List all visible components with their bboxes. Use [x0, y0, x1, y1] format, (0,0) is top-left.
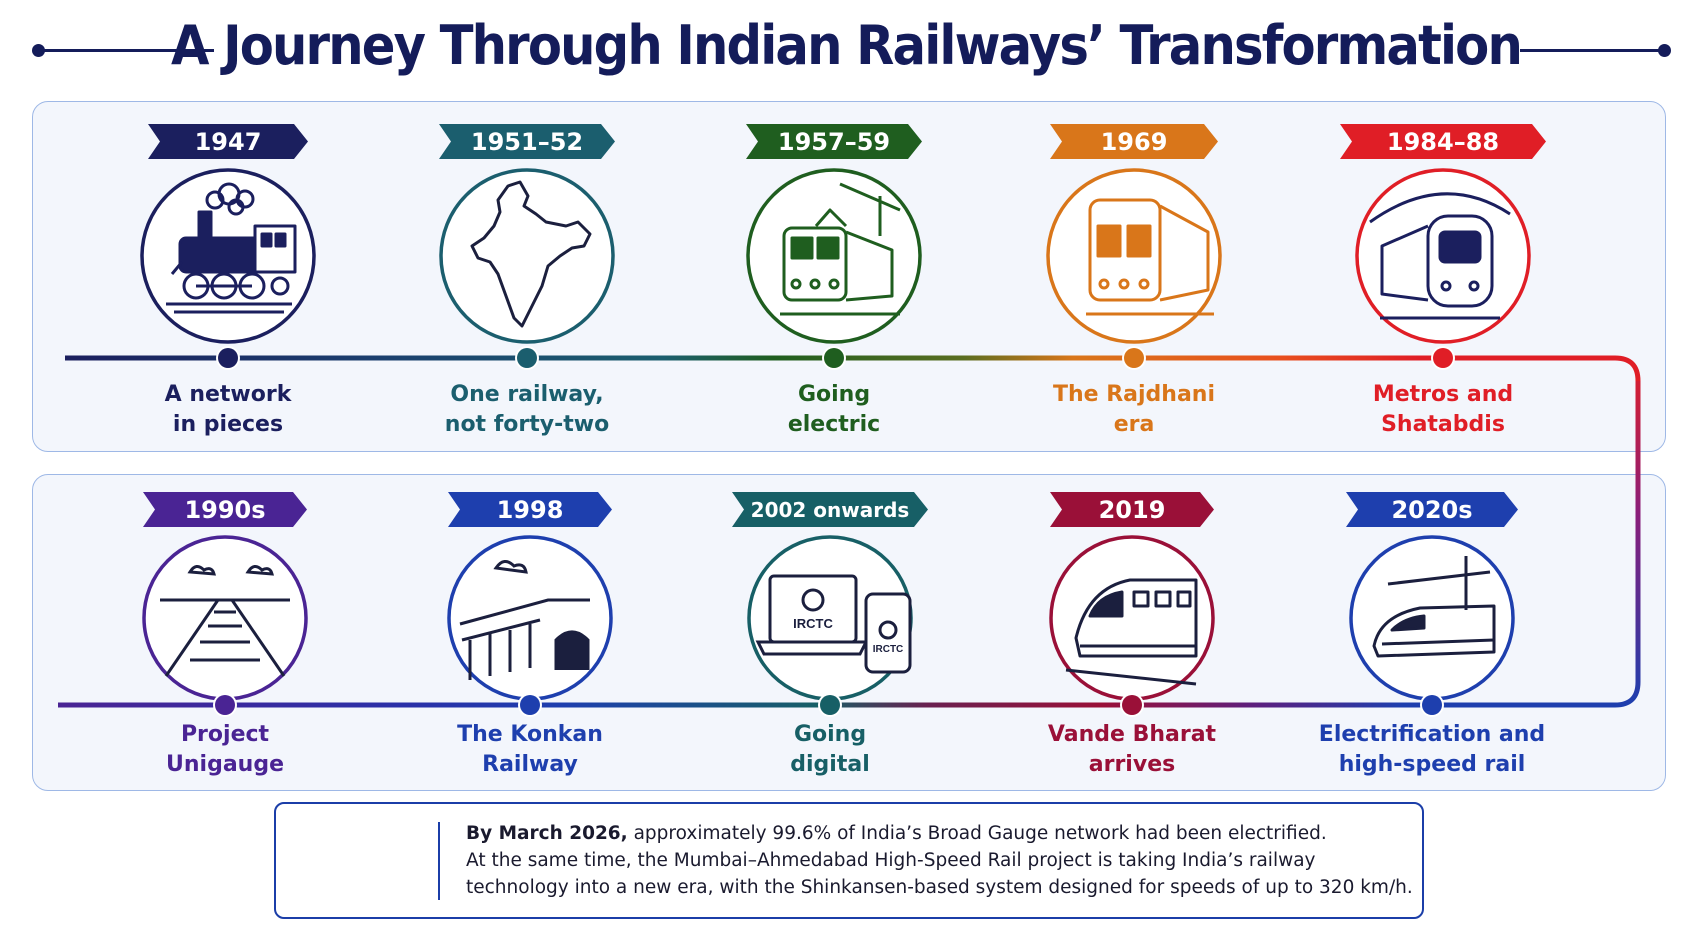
- milestone-1947-icon-circle: [140, 168, 316, 344]
- milestone-1951-52-icon-circle: [439, 168, 615, 344]
- year-badge-2002-onwards: 2002 onwards: [732, 492, 928, 527]
- timeline-dot-fill-1969: [1124, 348, 1144, 368]
- summary-note-line-1: By March 2026, approximately 99.6% of In…: [466, 820, 1416, 847]
- phone-irctc-logo: IRCTC: [873, 644, 904, 655]
- milestone-2020s-icon-circle: [1349, 535, 1515, 701]
- timeline-dot-fill-2020s: [1422, 695, 1442, 715]
- year-badge-1984-88: 1984–88: [1340, 124, 1546, 159]
- milestone-caption-1984-88: Metros and Shatabdis: [1303, 380, 1583, 440]
- bridge-tunnel-icon: [459, 560, 590, 680]
- milestone-caption-line-1: Metros and: [1372, 382, 1514, 407]
- milestone-caption-1947: A network in pieces: [88, 380, 368, 440]
- milestone-caption-1957-59: Going electric: [694, 380, 974, 440]
- timeline-line-side: [1614, 381, 1641, 708]
- year-badge-2020s: 2020s: [1346, 492, 1518, 527]
- milestone-caption-line-1: The Konkan: [457, 722, 603, 747]
- electric-train-icon: [780, 182, 901, 316]
- milestone-caption-line-2: Shatabdis: [1381, 412, 1505, 437]
- summary-note-line-3: technology into a new era, with the Shin…: [466, 877, 1413, 898]
- milestone-caption-1990s: Project Unigauge: [85, 720, 365, 780]
- year-badge-1951-52: 1951–52: [439, 124, 615, 159]
- laptop-phone-icon: [755, 574, 912, 674]
- milestone-caption-line-2: Unigauge: [166, 752, 284, 777]
- timeline-dot-fill-1984-88: [1433, 348, 1453, 368]
- timeline-dot-fill-1957-59: [824, 348, 844, 368]
- railway-track-icon: [160, 565, 290, 677]
- milestone-1998-icon-circle: [447, 535, 613, 701]
- year-badge-2019: 2019: [1050, 492, 1214, 527]
- milestone-caption-1969: The Rajdhani era: [994, 380, 1274, 440]
- milestone-caption-line-1: Going: [797, 382, 871, 407]
- milestone-caption-2019: Vande Bharat arrives: [992, 720, 1272, 780]
- title-right-dot: [1658, 44, 1671, 57]
- timeline-dot-fill-1998: [520, 695, 540, 715]
- milestone-caption-line-1: Going: [793, 722, 867, 747]
- milestone-caption-line-1: One railway,: [450, 382, 604, 407]
- page-title: A Journey Through Indian Railways’ Trans…: [171, 14, 1523, 77]
- timeline-dot-fill-1951-52: [517, 348, 537, 368]
- milestone-caption-1998: The Konkan Railway: [390, 720, 670, 780]
- milestone-1990s-icon-circle: [142, 535, 308, 701]
- vande-bharat-train-icon: [1065, 578, 1198, 686]
- milestone-caption-line-2: arrives: [1088, 752, 1176, 777]
- milestone-caption-line-1: Vande Bharat: [1047, 722, 1217, 747]
- metro-train-icon: [1369, 192, 1511, 320]
- year-badge-1957-59: 1957–59: [746, 124, 922, 159]
- summary-note-line-2: At the same time, the Mumbai–Ahmedabad H…: [466, 850, 1316, 871]
- year-badge-1990s: 1990s: [143, 492, 307, 527]
- milestone-2002-icon-circle: IRCTC IRCTC: [747, 535, 913, 701]
- rajdhani-train-icon: [1086, 198, 1214, 316]
- milestone-caption-1951-52: One railway, not forty-two: [387, 380, 667, 440]
- timeline-line-top: [65, 355, 1641, 382]
- milestone-1969-icon-circle: [1046, 168, 1222, 344]
- milestone-1984-88-icon-circle: [1355, 168, 1531, 344]
- milestone-caption-line-1: Project: [180, 722, 270, 747]
- year-badge-1947: 1947: [148, 124, 308, 159]
- milestone-caption-line-2: Railway: [482, 752, 578, 777]
- timeline-dot-fill-2019: [1122, 695, 1142, 715]
- milestone-caption-line-2: high-speed rail: [1338, 752, 1526, 777]
- milestone-caption-line-1: A network: [164, 382, 292, 407]
- milestone-caption-line-2: not forty-two: [444, 412, 610, 437]
- timeline-dot-fill-1947: [218, 348, 238, 368]
- title-right-line: [1520, 49, 1664, 52]
- summary-note-box: [274, 802, 1424, 919]
- milestone-caption-line-1: The Rajdhani: [1052, 382, 1216, 407]
- milestone-caption-line-2: in pieces: [172, 412, 284, 437]
- milestone-caption-line-2: electric: [787, 412, 881, 437]
- summary-note-lead: By March 2026,: [466, 823, 628, 844]
- summary-note-line-1-text: approximately 99.6% of India’s Broad Gau…: [627, 823, 1327, 844]
- year-badge-1969: 1969: [1050, 124, 1218, 159]
- summary-note-text: By March 2026, approximately 99.6% of In…: [466, 820, 1416, 901]
- timeline-dot-fill-1990s: [215, 695, 235, 715]
- milestone-caption-line-1: Electrification and: [1318, 722, 1546, 747]
- milestone-caption-line-2: era: [1113, 412, 1155, 437]
- year-badge-1998: 1998: [448, 492, 612, 527]
- steam-locomotive-icon: [166, 182, 297, 314]
- laptop-irctc-logo: IRCTC: [793, 616, 833, 631]
- timeline-dot-fill-2002-onwards: [820, 695, 840, 715]
- summary-note-divider: [438, 822, 440, 900]
- title-row: A Journey Through Indian Railways’ Trans…: [0, 0, 1692, 100]
- milestone-caption-2020s: Electrification and high-speed rail: [1292, 720, 1572, 780]
- milestone-2019-icon-circle: [1049, 535, 1215, 701]
- milestone-caption-2002-onwards: Going digital: [690, 720, 970, 780]
- milestone-caption-line-2: digital: [790, 752, 870, 777]
- bullet-train-icon: [1372, 556, 1496, 658]
- title-left-line: [38, 49, 214, 52]
- india-map-icon: [470, 180, 592, 328]
- milestone-1957-59-icon-circle: [746, 168, 922, 344]
